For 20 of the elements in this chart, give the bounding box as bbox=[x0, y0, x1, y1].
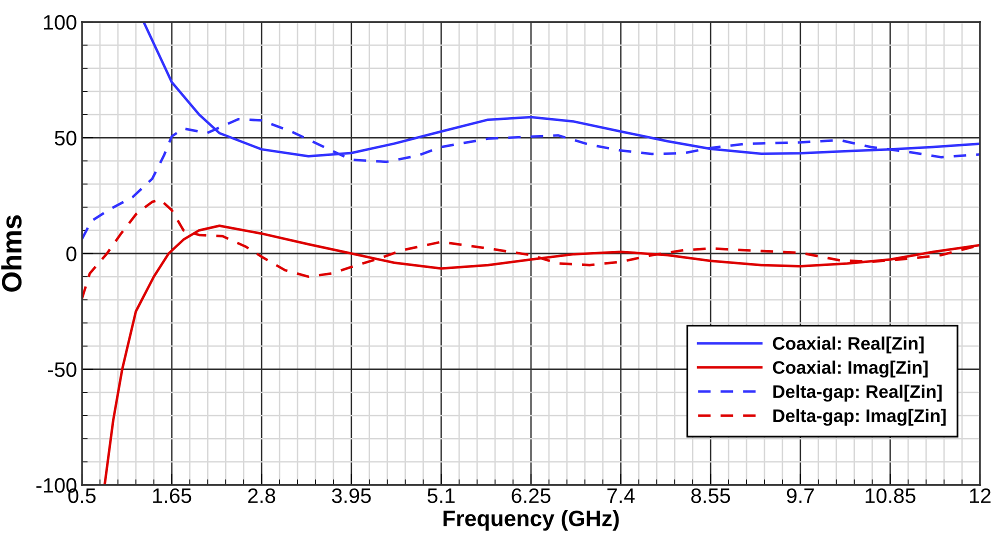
x-tick-label: 2.8 bbox=[248, 488, 276, 504]
x-axis-title: Frequency (GHz) bbox=[444, 510, 619, 531]
x-tick-label: 12 bbox=[970, 488, 991, 503]
x-tick-label: 3.95 bbox=[332, 488, 371, 504]
y-tick-label: -50 bbox=[48, 362, 76, 378]
y-tick-label: 0 bbox=[66, 246, 76, 262]
legend-label: Coaxial: Imag[Zin] bbox=[772, 360, 928, 378]
x-tick-label: 1.65 bbox=[153, 488, 192, 504]
y-tick-label: 100 bbox=[44, 15, 76, 30]
y-axis-title: Ohms bbox=[1, 215, 22, 292]
legend-label: Coaxial: Real[Zin] bbox=[772, 336, 924, 354]
x-tick-label: 10.85 bbox=[866, 488, 916, 504]
x-tick-label: 8.55 bbox=[691, 488, 730, 504]
x-tick-label: 6.25 bbox=[512, 488, 550, 504]
x-tick-label: 9.7 bbox=[786, 488, 814, 504]
x-tick-label: 5.1 bbox=[428, 488, 455, 504]
legend-label: Delta-gap: Imag[Zin] bbox=[773, 408, 946, 426]
legend-label: Delta-gap: Real[Zin] bbox=[773, 384, 942, 402]
x-tick-label: 7.4 bbox=[607, 488, 635, 503]
y-tick-label: 50 bbox=[54, 130, 76, 146]
